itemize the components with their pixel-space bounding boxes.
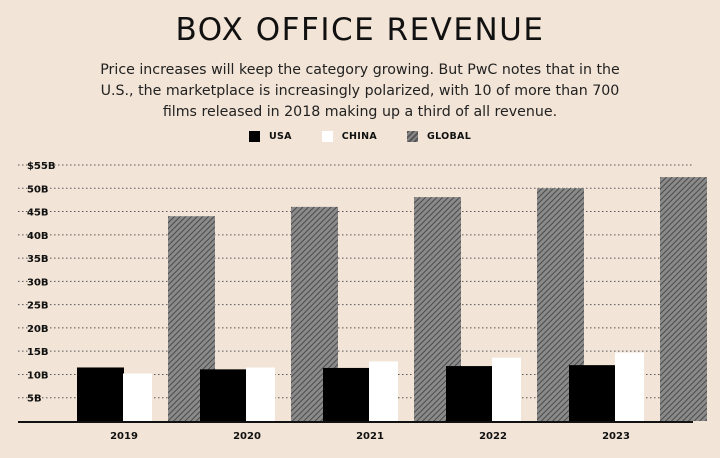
bar-usa xyxy=(446,366,493,421)
bar-china xyxy=(123,373,152,421)
y-tick-label: 10B xyxy=(27,370,49,381)
legend: USA CHINA GLOBAL xyxy=(0,131,720,142)
bar-usa xyxy=(323,367,370,421)
legend-label-china: CHINA xyxy=(341,131,378,142)
bar-china xyxy=(492,357,521,421)
x-tick-label: 2020 xyxy=(233,431,261,442)
legend-label-usa: USA xyxy=(268,131,292,142)
bar-usa xyxy=(569,365,616,421)
legend-swatch-global xyxy=(407,131,419,142)
y-tick-label: 25B xyxy=(27,301,49,312)
gridlines xyxy=(18,164,693,399)
y-tick-label: 35B xyxy=(27,254,49,265)
y-tick-label: 20B xyxy=(27,324,49,335)
y-tick-label: 50B xyxy=(27,184,49,195)
bar-usa xyxy=(77,367,124,421)
y-axis-ticks: 5B 10B 15B 20B 25B 30B 35B 40B 45B 50B $55B xyxy=(27,161,56,405)
x-tick-label: 2023 xyxy=(602,431,630,442)
legend-label-global: GLOBAL xyxy=(427,131,472,142)
legend-item-usa: USA xyxy=(248,131,292,142)
x-axis-ticks: 2019 2020 2021 2022 2023 xyxy=(110,431,630,442)
bar-china xyxy=(615,352,644,421)
y-tick-label: 15B xyxy=(27,347,49,358)
x-tick-label: 2022 xyxy=(479,431,507,442)
y-tick-label: $55B xyxy=(27,161,56,172)
y-tick-label: 45B xyxy=(27,208,49,219)
y-tick-label: 40B xyxy=(27,231,49,242)
y-tick-label: 30B xyxy=(27,277,49,288)
bar-usa xyxy=(200,369,247,421)
legend-swatch-usa xyxy=(248,131,260,142)
legend-item-china: CHINA xyxy=(321,131,378,142)
x-tick-label: 2021 xyxy=(356,431,384,442)
bar-china xyxy=(369,361,398,421)
legend-swatch-china xyxy=(321,131,333,142)
bars xyxy=(77,177,707,421)
chart-subtitle: Price increases will keep the category g… xyxy=(100,62,620,120)
chart-title: BOX OFFICE REVENUE xyxy=(175,12,545,48)
bar-global xyxy=(660,177,707,421)
legend-item-global: GLOBAL xyxy=(407,131,471,142)
y-tick-label: 5B xyxy=(27,394,42,405)
bar-china xyxy=(246,367,275,421)
x-tick-label: 2019 xyxy=(110,431,138,442)
